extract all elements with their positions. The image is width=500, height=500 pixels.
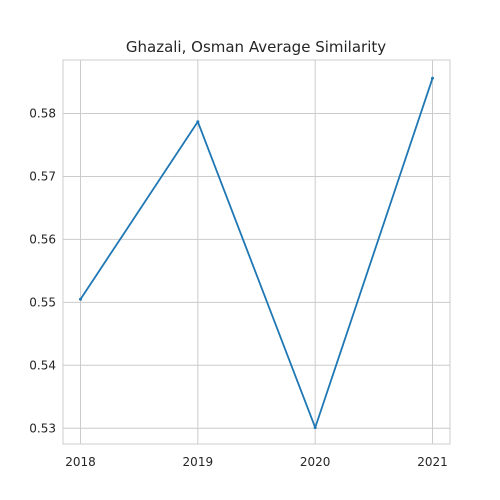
y-tick-label: 0.57 xyxy=(29,169,56,183)
series-line xyxy=(79,77,434,429)
y-axis-ticks: 0.53 0.54 0.55 0.56 0.57 0.58 xyxy=(29,107,56,436)
x-tick-label: 2018 xyxy=(65,455,96,469)
grid xyxy=(63,60,450,444)
y-tick-label: 0.53 xyxy=(29,421,56,435)
plot-frame xyxy=(62,59,451,445)
chart-title: Ghazali, Osman Average Similarity xyxy=(126,38,386,56)
y-tick-label: 0.54 xyxy=(29,358,56,372)
data-point xyxy=(79,297,82,301)
x-axis-ticks: 2018 2019 2020 2021 xyxy=(65,455,448,469)
x-tick-label: 2020 xyxy=(300,455,331,469)
y-tick-label: 0.55 xyxy=(29,295,56,309)
x-tick-label: 2021 xyxy=(417,455,448,469)
data-point xyxy=(313,426,317,430)
y-tick-label: 0.58 xyxy=(29,107,56,121)
data-point xyxy=(196,120,200,124)
series-layer xyxy=(79,76,434,430)
y-tick-label: 0.56 xyxy=(29,232,56,246)
x-tick-label: 2019 xyxy=(183,455,214,469)
data-point xyxy=(431,76,434,80)
